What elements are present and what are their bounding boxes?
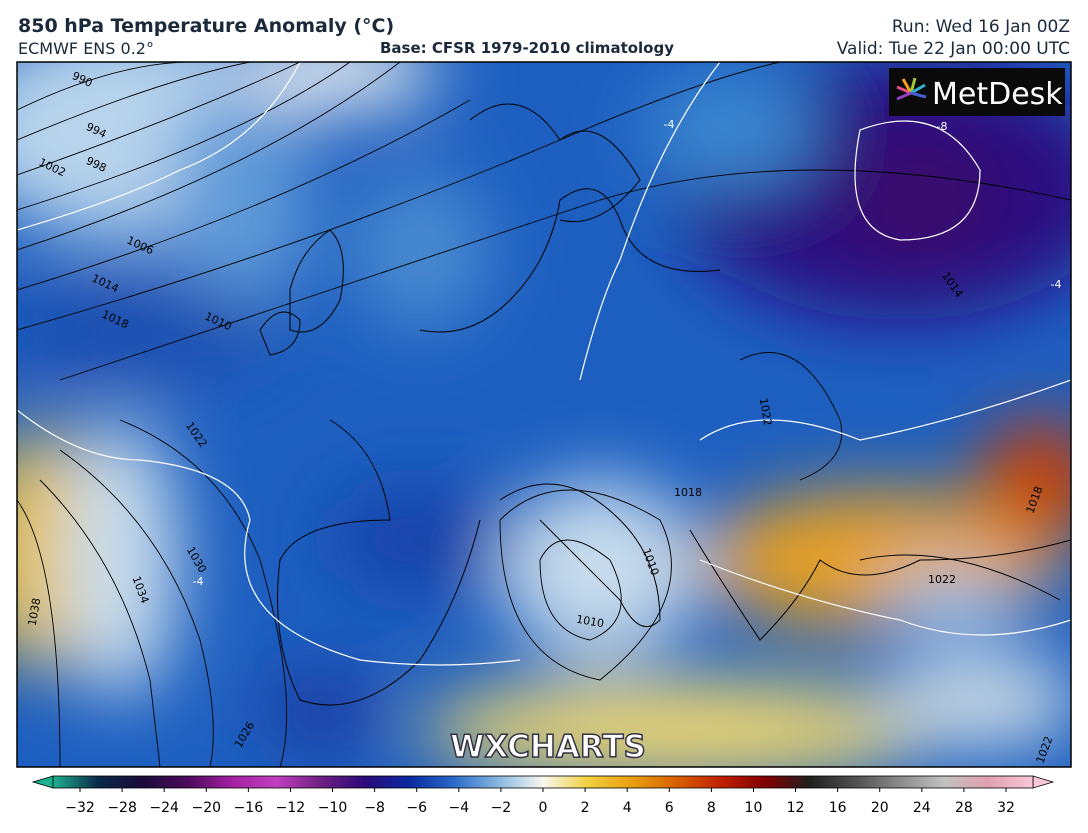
colorbar-tick-label: 0 [539,800,548,816]
map-frame [16,61,1072,768]
watermark: WXCHARTS [450,729,646,765]
title: 850 hPa Temperature Anomaly (°C) [18,15,394,37]
colorbar-tick-label: −12 [276,800,306,816]
colorbar-tick-label: −32 [65,800,95,816]
colorbar-tick-label: −6 [406,800,427,816]
colorbar-tick-label: 2 [581,800,590,816]
colorbar-bar [52,775,1034,789]
colorbar-end [1032,775,1055,789]
colorbar-tick-label: 24 [913,800,931,816]
colorbar-tick-label: −8 [364,800,385,816]
valid: Valid: Tue 22 Jan 00:00 UTC [837,39,1070,59]
colorbar: −32 −28 −24 −20 −16 −12 −10 −8 −6 −4 −2 0 2 4 6 8 10 12 16… [31,775,1055,816]
colorbar-tick-label: −28 [107,800,137,816]
colorbar-tick-label: 32 [997,800,1015,816]
colorbar-tick-label: −24 [149,800,179,816]
anomaly-label: -4 [193,575,204,588]
anomaly-label: -4 [664,118,675,131]
colorbar-tick-label: 28 [955,800,973,816]
colorbar-tick-label: 16 [829,800,847,816]
isobar-label: 1022 [928,573,956,586]
isobar-label: 1010 [575,613,605,631]
colorbar-tick-label: −16 [234,800,264,816]
colorbar-tick-label: 8 [707,800,716,816]
model: ECMWF ENS 0.2° [18,39,154,58]
base: Base: CFSR 1979-2010 climatology [380,39,674,57]
colorbar-tick-label: 12 [787,800,805,816]
anomaly-label: -8 [937,120,948,133]
colorbar-tick-label: −2 [491,800,512,816]
isobar-label: 1022 [757,397,775,427]
colorbar-tick-label: 20 [871,800,889,816]
colorbar-end [31,775,54,789]
anomaly-label: -4 [1051,278,1062,291]
colorbar-tick-label: 10 [745,800,763,816]
isobar-label: 1018 [674,486,702,499]
colorbar-tick-label: 4 [623,800,632,816]
isobar-label: 1038 [26,597,44,627]
logo: MetDesk [932,77,1063,112]
colorbar-tick-label: −20 [191,800,221,816]
colorbar-tick-label: −10 [318,800,348,816]
colorbar-tick-label: −4 [448,800,469,816]
run: Run: Wed 16 Jan 00Z [892,17,1070,37]
map: MetDesk WXCHARTS [17,62,1071,767]
colorbar-tick-label: 6 [665,800,674,816]
